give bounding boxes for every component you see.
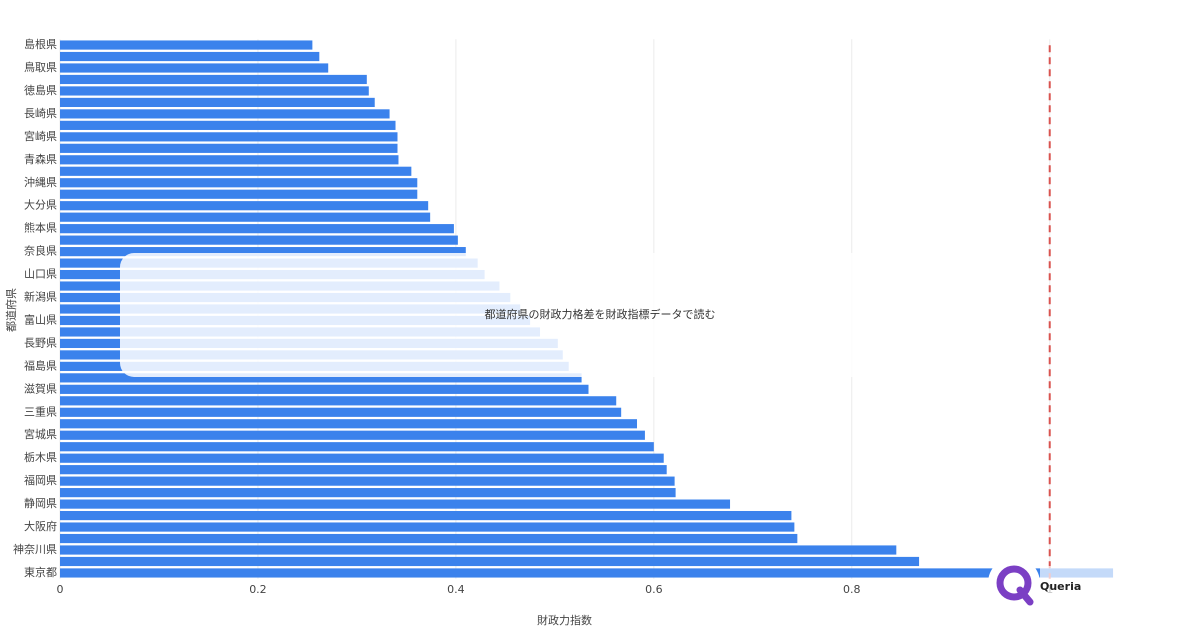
logo-icon-tail (1016, 586, 1034, 606)
x-tick-label: 0 (57, 583, 64, 596)
overlay-title: 都道府県の財政力格差を財政指標データで読む (485, 307, 716, 321)
x-tick-label: 0.8 (843, 583, 861, 596)
bar (60, 120, 396, 130)
y-tick-label: 熊本県 (24, 221, 57, 235)
bar (60, 545, 897, 555)
bar (60, 166, 412, 176)
bar (60, 247, 466, 257)
y-tick-label: 福島県 (24, 358, 57, 372)
y-tick-label: 福岡県 (24, 473, 57, 487)
y-tick-label: 宮城県 (24, 427, 57, 441)
bar (60, 109, 390, 119)
bar (60, 373, 582, 383)
bar (60, 86, 369, 96)
bar (60, 465, 667, 475)
y-tick-label: 富山県 (24, 312, 57, 326)
y-tick-label: 島根県 (24, 37, 57, 51)
bar (60, 224, 454, 234)
bar (60, 189, 418, 199)
bar (60, 419, 638, 429)
y-tick-label: 長崎県 (24, 106, 57, 120)
title-box (120, 253, 1040, 377)
y-tick-label: 沖縄県 (24, 175, 57, 189)
y-tick-label: 神奈川県 (13, 542, 57, 556)
bar (60, 235, 458, 245)
y-tick-label: 宮崎県 (24, 129, 57, 143)
bar (60, 442, 654, 452)
bar (60, 155, 399, 165)
x-tick-label: 0.6 (645, 583, 663, 596)
y-tick-label: 大分県 (24, 198, 57, 212)
x-tick-label: 0.2 (249, 583, 267, 596)
y-tick-label: 徳島県 (24, 83, 57, 97)
bar (60, 453, 664, 463)
y-tick-label: 東京都 (24, 565, 57, 579)
bar (60, 476, 675, 486)
y-tick-label: 三重県 (24, 404, 57, 418)
y-tick-label: 栃木県 (24, 450, 57, 464)
y-tick-label: 山口県 (24, 268, 57, 281)
y-axis-title: 都道府県 (4, 288, 18, 332)
bar (60, 212, 431, 222)
bar (60, 510, 792, 521)
bar (60, 499, 731, 509)
bar (60, 51, 320, 62)
bar (60, 384, 589, 394)
bar (60, 407, 622, 417)
bar (60, 568, 1114, 578)
bar (60, 396, 617, 406)
logo-text: Queria (1040, 580, 1081, 593)
y-tick-label: 鳥取県 (24, 60, 57, 74)
bar (60, 63, 329, 73)
bar (60, 143, 398, 153)
y-tick-label: 新潟県 (24, 290, 57, 304)
y-tick-label: 青森県 (24, 152, 57, 166)
x-tick-label: 0.4 (447, 583, 465, 596)
y-tick-label: 大阪府 (24, 519, 57, 533)
bar (60, 132, 398, 142)
bar (60, 74, 367, 85)
bar (60, 522, 795, 532)
bar (60, 430, 645, 440)
y-tick-label: 奈良県 (24, 244, 57, 258)
logo-icon (996, 565, 1032, 601)
bar (60, 488, 676, 498)
y-tick-label: 滋賀県 (24, 382, 57, 395)
bar (60, 40, 313, 50)
bar (60, 556, 920, 567)
logo-backdrop (1040, 566, 1170, 606)
x-axis-title: 財政力指数 (537, 613, 592, 627)
bar (60, 533, 798, 544)
bar (60, 201, 429, 211)
y-tick-label: 長野県 (24, 336, 57, 349)
bar (60, 97, 375, 108)
y-tick-label: 静岡県 (24, 496, 57, 510)
bar (60, 178, 418, 188)
